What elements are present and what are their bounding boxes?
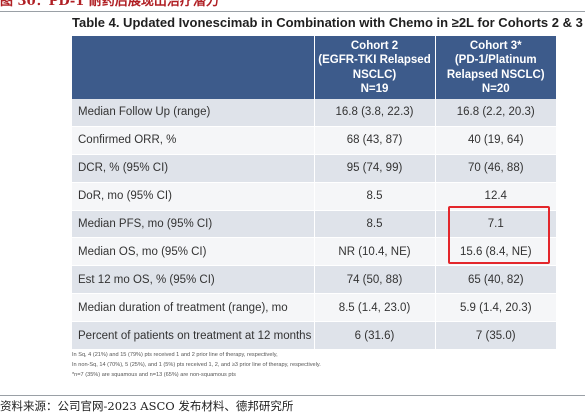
footnote-line: In non-Sq, 14 (70%), 5 (25%), and 1 (5%)… <box>72 362 321 368</box>
header-cohort-3: Cohort 3* (PD-1/Platinum Relapsed NSCLC)… <box>434 36 556 99</box>
table-row: Est 12 mo OS, % (95% CI) 74 (50, 88) 65 … <box>72 265 556 295</box>
table-row: DCR, % (95% CI) 95 (74, 99) 70 (46, 88) <box>72 154 556 183</box>
header-cohort-2-line1: Cohort 2 <box>350 39 399 52</box>
top-divider <box>0 11 585 12</box>
cohort-3-value: 7 (35.0) <box>434 321 556 351</box>
table-row: DoR, mo (95% CI) 8.5 12.4 <box>72 182 556 211</box>
row-label: Median PFS, mo (95% CI) <box>72 210 314 239</box>
cohort-3-value: 70 (46, 88) <box>434 154 556 183</box>
header-cohort-2: Cohort 2 (EGFR-TKI Relapsed NSCLC) N=19 <box>313 36 435 99</box>
header-cohort-2-line3: NSCLC) <box>352 68 397 81</box>
footnotes: In Sq, 4 (21%) and 15 (79%) pts received… <box>72 350 552 380</box>
header-cohort-2-line2: (EGFR-TKI Relapsed <box>318 54 431 66</box>
results-table-container: Cohort 2 (EGFR-TKI Relapsed NSCLC) N=19 … <box>72 36 556 351</box>
row-label: Median OS, mo (95% CI) <box>72 237 314 267</box>
row-label: Median Follow Up (range) <box>72 99 314 127</box>
cohort-3-value: 40 (19, 64) <box>434 126 556 155</box>
figure-caption: 图 30：PD-1 耐药后展现出治疗潜力 <box>0 0 219 9</box>
row-label: Median duration of treatment (range), mo <box>72 293 314 323</box>
table-title: Table 4. Updated Ivonescimab in Combinat… <box>72 15 583 30</box>
cohort-2-value: 8.5 <box>313 210 435 239</box>
cohort-2-value: 74 (50, 88) <box>313 265 435 295</box>
cohort-2-value: 95 (74, 99) <box>313 154 435 183</box>
header-cohort-3-line3: Relapsed NSCLC) <box>446 68 545 81</box>
cohort-2-value: 8.5 (1.4, 23.0) <box>313 293 435 323</box>
results-table: Cohort 2 (EGFR-TKI Relapsed NSCLC) N=19 … <box>72 36 556 351</box>
source-note: 资料来源：公司官网-2023 ASCO 发布材料、德邦研究所 <box>0 399 294 413</box>
cohort-3-value: 65 (40, 82) <box>434 265 556 295</box>
footnote-line: In Sq, 4 (21%) and 15 (79%) pts received… <box>72 352 278 358</box>
table-row: Median duration of treatment (range), mo… <box>72 293 556 323</box>
table-header-row: Cohort 2 (EGFR-TKI Relapsed NSCLC) N=19 … <box>72 36 556 99</box>
cohort-3-value: 7.1 <box>434 210 556 239</box>
cohort-2-value: 6 (31.6) <box>313 321 435 351</box>
row-label: DCR, % (95% CI) <box>72 154 314 183</box>
table-row: Median OS, mo (95% CI) NR (10.4, NE) 15.… <box>72 237 556 267</box>
table-row: Median Follow Up (range) 16.8 (3.8, 22.3… <box>72 99 556 127</box>
cohort-3-value: 5.9 (1.4, 20.3) <box>434 293 556 323</box>
row-label: Percent of patients on treatment at 12 m… <box>72 321 314 351</box>
row-label: DoR, mo (95% CI) <box>72 182 314 211</box>
cohort-2-value: 68 (43, 87) <box>313 126 435 155</box>
row-label: Confirmed ORR, % <box>72 126 314 155</box>
header-cohort-3-line1: Cohort 3* <box>469 39 522 52</box>
bottom-divider <box>0 395 585 396</box>
footnote-line: *n=7 (35%) are squamous and n=13 (65%) a… <box>72 372 236 378</box>
cohort-3-value: 12.4 <box>434 182 556 211</box>
header-cohort-3-line4: N=20 <box>481 83 510 95</box>
header-cohort-3-line2: (PD-1/Platinum <box>454 54 537 66</box>
cohort-2-value: NR (10.4, NE) <box>313 237 435 267</box>
table-row: Percent of patients on treatment at 12 m… <box>72 321 556 351</box>
cohort-3-value: 15.6 (8.4, NE) <box>434 237 556 267</box>
header-cohort-2-line4: N=19 <box>360 83 389 95</box>
header-blank-cell <box>72 36 314 99</box>
cohort-3-value: 16.8 (2.2, 20.3) <box>434 99 556 127</box>
row-label: Est 12 mo OS, % (95% CI) <box>72 265 314 295</box>
table-row: Median PFS, mo (95% CI) 8.5 7.1 <box>72 210 556 239</box>
cohort-2-value: 16.8 (3.8, 22.3) <box>313 99 435 127</box>
cohort-2-value: 8.5 <box>313 182 435 211</box>
table-row: Confirmed ORR, % 68 (43, 87) 40 (19, 64) <box>72 126 556 155</box>
